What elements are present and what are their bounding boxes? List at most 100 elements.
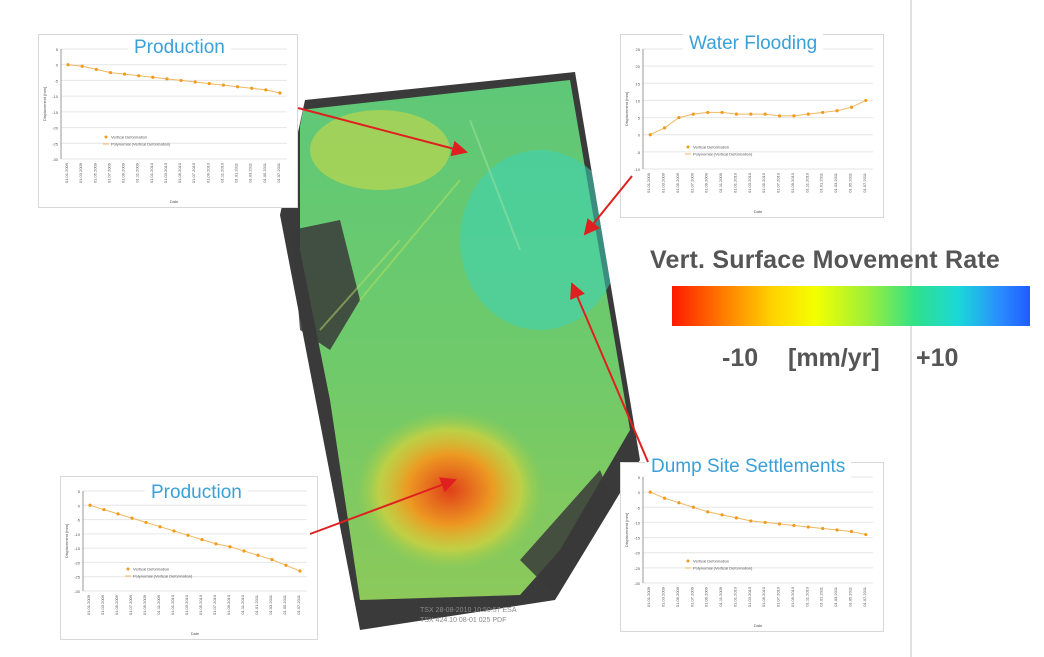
- data-point: [137, 74, 141, 78]
- legend-max-label: +10: [916, 344, 959, 372]
- data-point: [165, 77, 169, 81]
- data-point: [648, 133, 652, 137]
- data-point: [835, 109, 839, 113]
- data-point: [691, 112, 695, 116]
- mini-chart-svg: -30 -25 -20 -15 -10 -5 0 5 Displacement [mm] 01.0…: [624, 475, 873, 628]
- data-point: [763, 520, 767, 525]
- arrow-dump-site: [570, 282, 649, 463]
- x-tick-label: 01.01.2010: [732, 172, 737, 193]
- data-point: [228, 545, 232, 549]
- x-tick-label: 01.05.2010: [761, 586, 766, 607]
- legend-marker: [104, 135, 108, 139]
- map-caption-1: TSX 28-08-2010 10:50:57 ESA: [420, 607, 517, 614]
- legend-marker: [126, 567, 130, 571]
- y-tick-label: -25: [74, 575, 81, 580]
- x-tick-label: 01.05.2010: [761, 172, 766, 193]
- data-point: [835, 528, 839, 532]
- legend-entry: Vertical Deformation: [133, 567, 169, 572]
- data-point: [221, 83, 226, 87]
- x-tick-label: 01.03.2010: [184, 594, 189, 615]
- y-axis-label: Displacement [mm]: [624, 513, 629, 547]
- data-point: [849, 529, 854, 534]
- y-tick-label: 0: [56, 63, 59, 68]
- x-tick-label: 01.07.2011: [276, 162, 281, 182]
- x-tick-label: 01.05.2010: [198, 594, 203, 615]
- x-tick-label: 01.09.2010: [790, 586, 795, 607]
- x-tick-label: 01.09.2009: [704, 586, 709, 607]
- x-tick-label: 01.01.2009: [646, 172, 651, 193]
- data-point: [677, 501, 681, 505]
- x-tick-label: 01.09.2009: [142, 594, 147, 615]
- x-tick-label: 01.07.2010: [212, 594, 217, 615]
- x-tick-label: 01.09.2010: [205, 162, 210, 183]
- data-point: [102, 507, 106, 512]
- x-tick-label: 01.05.2009: [675, 172, 680, 193]
- data-point: [763, 112, 767, 116]
- y-tick-label: -5: [636, 150, 640, 155]
- x-tick-label: 01.07.2009: [689, 586, 694, 607]
- x-tick-label: 01.11.2009: [718, 586, 723, 606]
- mini-chart-svg: -30 -25 -20 -15 -10 -5 0 5 Displacement [mm] 01.0…: [42, 47, 287, 204]
- x-tick-label: 01.09.2009: [704, 172, 709, 193]
- data-point: [777, 114, 782, 118]
- y-tick-label: -20: [52, 126, 59, 131]
- data-point: [88, 503, 92, 507]
- data-point: [734, 112, 739, 116]
- x-tick-label: 01.01.2010: [732, 586, 737, 607]
- x-axis-label: Date: [754, 623, 763, 628]
- y-tick-label: -15: [52, 110, 59, 115]
- data-point: [179, 78, 183, 83]
- data-point: [806, 112, 810, 116]
- x-tick-label: 01.11.2010: [804, 586, 809, 606]
- data-point: [821, 110, 825, 115]
- data-point: [94, 67, 98, 72]
- data-point: [270, 557, 274, 562]
- data-point: [749, 112, 753, 116]
- y-tick-label: -20: [74, 560, 81, 565]
- data-point: [116, 512, 120, 516]
- y-tick-label: 15: [636, 81, 641, 86]
- x-axis-label: Date: [191, 631, 200, 636]
- color-scale-bar: [672, 286, 1030, 326]
- y-axis-label: Displacement [mm]: [624, 92, 629, 126]
- x-tick-label: 01.07.2009: [689, 172, 694, 193]
- chart-title-water-flooding: Water Flooding: [683, 33, 824, 55]
- data-point: [186, 533, 190, 537]
- chart-panel-production-top: -30 -25 -20 -15 -10 -5 0 5 Displacement [mm] 01.0…: [38, 34, 298, 208]
- x-tick-label: 01.11.2010: [240, 594, 245, 614]
- data-point: [144, 520, 148, 525]
- x-tick-label: 01.01.2010: [170, 594, 175, 615]
- x-tick-label: 01.07.2010: [191, 162, 196, 183]
- data-point: [214, 542, 218, 546]
- data-point: [821, 526, 825, 531]
- y-tick-label: 5: [56, 47, 59, 52]
- x-tick-label: 01.07.2011: [862, 172, 867, 192]
- x-tick-label: 01.11.2010: [219, 162, 224, 182]
- data-point: [706, 110, 710, 115]
- x-axis-label: Date: [170, 199, 179, 204]
- y-tick-label: -20: [634, 551, 641, 556]
- mini-chart-svg: -30 -25 -20 -15 -10 -5 0 5 Displacement [mm] 01.0…: [64, 489, 307, 636]
- arrow-production-top: [297, 107, 468, 157]
- data-point: [662, 126, 667, 130]
- x-tick-label: 01.05.2009: [114, 594, 119, 615]
- x-tick-label: 01.05.2009: [92, 162, 97, 183]
- data-point: [734, 516, 739, 520]
- data-point: [720, 513, 724, 517]
- x-tick-label: 01.07.2010: [776, 586, 781, 607]
- y-tick-label: -10: [634, 520, 641, 525]
- x-tick-label: 01.05.2011: [262, 162, 267, 182]
- legend-unit-label: [mm/yr]: [788, 344, 880, 372]
- map-gap: [520, 470, 620, 610]
- data-point: [777, 522, 782, 526]
- data-point: [662, 496, 667, 500]
- data-point: [207, 81, 211, 86]
- data-point: [172, 529, 176, 533]
- x-tick-label: 01.03.2010: [163, 162, 168, 183]
- mini-chart-svg: -10 -5 0 5 10 15 20 25 Displacement [mm] 01.01.20…: [624, 47, 873, 214]
- y-axis-label: Displacement [mm]: [64, 524, 69, 558]
- map-gap: [292, 220, 360, 350]
- data-point: [158, 525, 162, 529]
- y-tick-label: -25: [52, 141, 59, 146]
- x-tick-label: 01.03.2011: [268, 594, 273, 614]
